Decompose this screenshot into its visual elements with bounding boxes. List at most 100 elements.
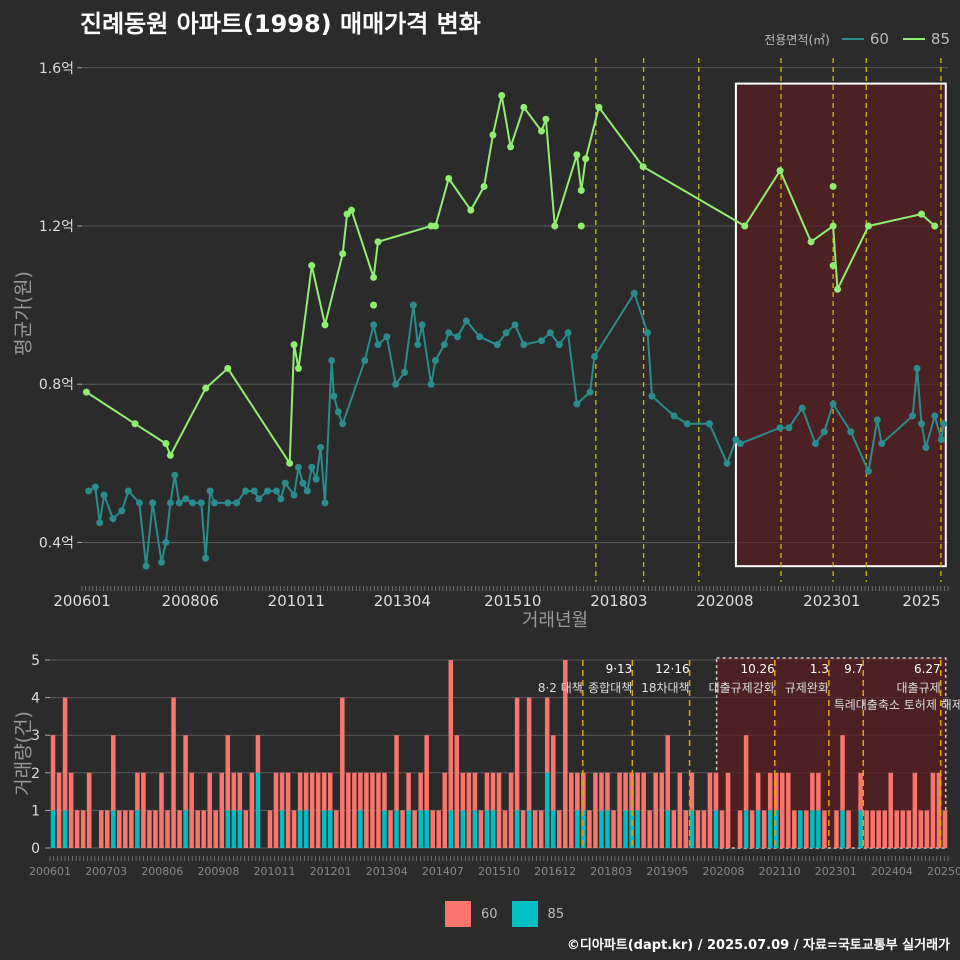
point-85	[542, 115, 550, 123]
point-60	[864, 467, 872, 475]
point-60	[290, 491, 298, 499]
point-85	[577, 186, 585, 194]
point-85	[829, 262, 837, 270]
point-60	[683, 420, 691, 428]
bar-60	[117, 810, 122, 848]
bar-60	[279, 772, 285, 811]
bar-85	[279, 810, 285, 848]
legend-label-85: 85	[930, 30, 950, 48]
top-xtick-label: 201803	[590, 592, 647, 610]
point-60	[922, 444, 930, 452]
bar-60	[780, 772, 785, 848]
point-60	[317, 444, 325, 452]
top-xtick-label: 2025	[902, 592, 940, 610]
highlight-box	[734, 82, 947, 568]
point-60	[644, 329, 652, 337]
legend-bottom-label-60: 60	[481, 906, 498, 922]
bar-60	[647, 810, 652, 848]
bar-60	[544, 697, 550, 773]
point-85	[917, 210, 925, 218]
bar-60	[321, 772, 327, 811]
bar-60	[243, 810, 249, 848]
point-60	[166, 499, 174, 507]
bar-60	[870, 810, 875, 848]
point-60	[573, 400, 581, 408]
bar-85	[297, 810, 303, 848]
bar-60	[834, 810, 839, 848]
bar-60	[623, 772, 628, 811]
bar-60	[177, 810, 182, 848]
point-85	[82, 388, 90, 396]
point-60	[211, 499, 219, 507]
bar-60	[153, 810, 158, 848]
point-60	[272, 487, 280, 495]
point-60	[303, 487, 311, 495]
point-85	[431, 222, 439, 230]
point-85	[202, 384, 210, 392]
legend-title: 전용면적(㎡)	[764, 32, 830, 47]
point-60	[409, 301, 417, 309]
point-60	[555, 341, 563, 349]
point-60	[392, 380, 400, 388]
point-60	[334, 408, 342, 416]
bar-60	[490, 772, 496, 811]
point-60	[135, 499, 143, 507]
point-85	[489, 131, 497, 139]
bar-60	[165, 810, 170, 848]
bar-60	[918, 810, 924, 848]
bar-60	[430, 810, 435, 848]
point-60	[878, 440, 886, 448]
bar-85	[472, 810, 478, 848]
bar-60	[605, 772, 610, 811]
bar-60	[876, 810, 881, 848]
point-60	[308, 463, 316, 471]
top-ytick-label: 1.6억	[39, 61, 74, 77]
point-85	[864, 222, 872, 230]
point-60	[100, 491, 108, 499]
bar-60	[219, 772, 225, 848]
bar-85	[321, 810, 327, 848]
bar-60	[195, 810, 200, 848]
point-85	[776, 167, 784, 175]
point-60	[414, 341, 422, 349]
bar-60	[713, 772, 719, 811]
bar-60	[104, 810, 110, 848]
point-60	[564, 329, 572, 337]
point-85	[290, 341, 298, 349]
bar-60	[327, 772, 333, 811]
event-label-text: 대출규제강화	[709, 681, 775, 695]
bar-60	[285, 772, 291, 848]
credit: ©디아파트(dapt.kr) / 2025.07.09 / 자료=국토교통부 실…	[566, 938, 950, 953]
bar-60	[569, 772, 574, 848]
bar-60	[207, 772, 212, 848]
point-60	[502, 329, 510, 337]
bar-60	[466, 772, 472, 848]
bar-60	[400, 810, 405, 848]
bar-85	[599, 810, 604, 848]
point-60	[820, 428, 828, 436]
point-60	[374, 341, 382, 349]
point-60	[736, 440, 744, 448]
bar-60	[924, 810, 930, 848]
bar-85	[550, 810, 556, 848]
point-60	[188, 499, 196, 507]
point-60	[798, 404, 806, 412]
bar-60	[840, 735, 845, 811]
point-60	[776, 424, 784, 432]
point-85	[374, 238, 382, 246]
bar-60	[557, 810, 562, 848]
point-85	[131, 420, 139, 428]
point-60	[909, 412, 917, 420]
point-85	[295, 364, 302, 372]
point-60	[124, 487, 132, 495]
bar-60	[894, 810, 900, 848]
point-60	[873, 416, 881, 424]
bar-85	[635, 810, 640, 848]
top-xtick-label: 200601	[53, 592, 110, 610]
bar-85	[526, 810, 532, 848]
bar-85	[111, 810, 116, 848]
bar-60	[593, 772, 598, 848]
point-60	[281, 479, 289, 487]
bar-60	[376, 772, 381, 848]
point-60	[109, 515, 117, 523]
